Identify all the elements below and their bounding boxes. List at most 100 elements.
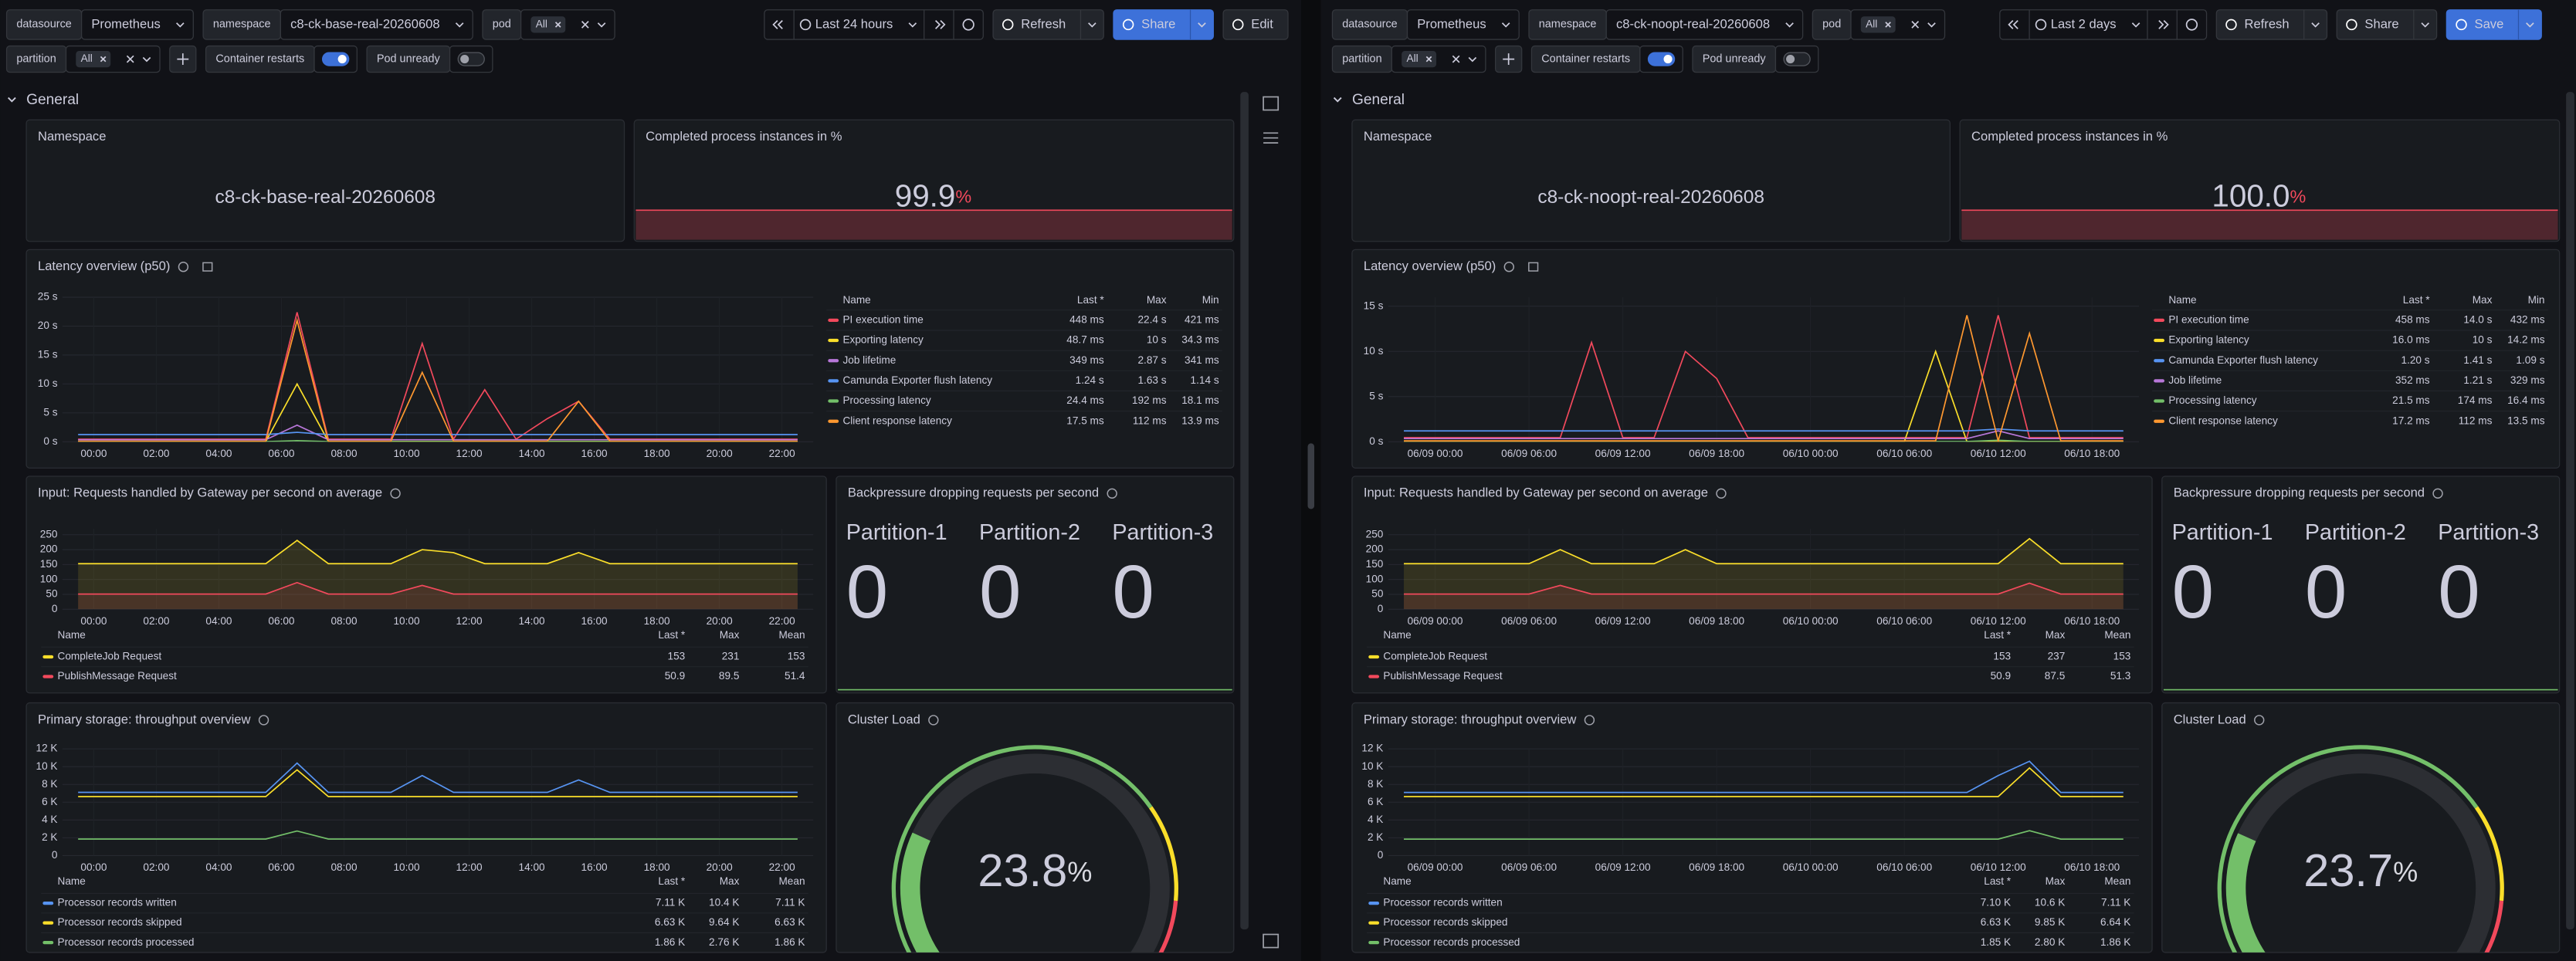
panel-link-icon[interactable] [1528,262,1539,272]
legend-name[interactable]: PublishMessage Request [58,670,178,682]
toggle[interactable]: Container restarts [205,45,358,73]
button-label[interactable]: Save [2475,16,2504,31]
button[interactable]: Refresh [992,9,1104,40]
variable[interactable]: namespace c8-ck-noopt-real-20260608 [1528,9,1804,40]
variable[interactable]: partition All [5,45,161,73]
toggle[interactable]: Container restarts [1530,45,1683,73]
legend-header[interactable]: Last * [1077,294,1105,306]
button[interactable]: Refresh [2215,9,2328,40]
legend-name[interactable]: PublishMessage Request [1383,670,1503,682]
variable-value[interactable]: All [1866,19,1877,30]
legend-header[interactable]: Name [1383,629,1411,641]
legend-name[interactable]: Job lifetime [842,354,896,366]
variable[interactable]: datasource Prometheus [5,9,194,40]
variable-value[interactable]: All [81,52,93,64]
variable[interactable]: partition All [1331,45,1486,73]
variable-value[interactable]: All [536,19,547,30]
variable-value[interactable]: c8-ck-noopt-real-20260608 [1616,16,1770,31]
legend-name[interactable]: Processor records skipped [1383,916,1507,928]
legend-name[interactable]: Job lifetime [2168,374,2222,386]
row-header[interactable]: General [1333,92,1405,108]
row-title[interactable]: General [1352,92,1405,108]
legend-header[interactable]: Max [720,629,740,641]
legend-name[interactable]: Processor records written [1383,897,1502,909]
variable[interactable]: pod All [1812,9,1946,40]
legend-name[interactable]: Exporting latency [842,334,924,346]
legend-name[interactable]: Processor records skipped [58,916,182,928]
button-bg[interactable] [1113,9,1214,40]
legend-name[interactable]: Camunda Exporter flush latency [842,374,992,386]
time-range[interactable]: Last 2 days [2051,16,2117,31]
sidebar-icon[interactable] [1263,132,1279,144]
legend-name[interactable]: Processor records processed [1383,936,1520,948]
time-back[interactable] [772,19,783,29]
legend-name[interactable]: Client response latency [2168,415,2278,426]
legend-name[interactable]: Processing latency [842,394,930,406]
legend-header[interactable]: Name [58,629,86,641]
button-bg[interactable] [2215,9,2328,40]
legend-header[interactable]: Mean [2104,629,2130,641]
variable[interactable]: pod All [482,9,615,40]
time-back[interactable] [2008,19,2018,29]
info-icon[interactable] [928,715,939,726]
legend-header[interactable]: Name [2168,294,2196,306]
info-icon[interactable] [258,715,269,726]
legend-header[interactable]: Mean [778,629,805,641]
button-bg[interactable] [992,9,1104,40]
sidebar-icon[interactable] [1263,933,1280,949]
legend-header[interactable]: Mean [2104,875,2130,887]
variable-value[interactable]: c8-ck-base-real-20260608 [290,16,440,31]
legend-header[interactable]: Max [2046,875,2066,887]
variable-value[interactable]: Prometheus [1417,16,1486,31]
button-label[interactable]: Refresh [2244,16,2289,31]
legend-name[interactable]: CompleteJob Request [1383,651,1487,662]
legend-header[interactable]: Min [2528,294,2545,306]
legend-name[interactable]: PI execution time [2168,313,2249,325]
button-label[interactable]: Share [2364,16,2398,31]
legend-name[interactable]: PI execution time [842,313,923,325]
variable-value[interactable]: All [1407,52,1418,64]
button[interactable]: Save [2446,9,2542,40]
legend-header[interactable]: Max [2473,294,2493,306]
legend-header[interactable]: Name [58,875,86,887]
legend-header[interactable]: Last * [1984,875,2012,887]
info-icon[interactable] [2432,488,2443,499]
variable-value-bg[interactable] [280,9,473,40]
variable-value-bg[interactable] [1406,9,1520,40]
variable-value-bg[interactable] [1605,9,1804,40]
legend-header[interactable]: Name [842,294,870,306]
split-handle[interactable] [1307,443,1315,509]
toggle[interactable]: Pod unready [1692,45,1819,73]
legend-name[interactable]: CompleteJob Request [58,651,162,662]
variable-value-bg[interactable] [80,9,194,40]
info-icon[interactable] [178,262,189,272]
button-bg[interactable] [1222,9,1289,40]
row-title[interactable]: General [26,92,79,108]
panel-link-icon[interactable] [202,262,213,272]
legend-name[interactable]: Processor records processed [58,936,195,948]
legend-header[interactable]: Last * [658,875,686,887]
legend-header[interactable]: Max [1147,294,1167,306]
legend-header[interactable]: Last * [2403,294,2431,306]
legend-header[interactable]: Min [1202,294,1219,306]
info-icon[interactable] [390,488,401,499]
time-forward[interactable] [935,19,946,29]
zoom-out[interactable] [962,19,974,31]
variable[interactable]: datasource Prometheus [1331,9,1520,40]
info-icon[interactable] [1107,488,1117,499]
time-forward[interactable] [2158,19,2169,29]
legend-header[interactable]: Mean [778,875,805,887]
legend-name[interactable]: Client response latency [842,415,952,426]
info-icon[interactable] [1584,715,1595,726]
legend-header[interactable]: Max [720,875,740,887]
button[interactable]: Edit [1222,9,1289,40]
button-label[interactable]: Edit [1251,16,1273,31]
button-label[interactable]: Refresh [1021,16,1066,31]
scrollbar[interactable] [2566,92,2574,930]
info-icon[interactable] [2254,715,2265,726]
toggle[interactable]: Pod unready [366,45,493,73]
legend-name[interactable]: Camunda Exporter flush latency [2168,354,2318,366]
time-range[interactable]: Last 24 hours [815,16,893,31]
button-bg[interactable] [2446,9,2542,40]
legend-header[interactable]: Last * [658,629,686,641]
